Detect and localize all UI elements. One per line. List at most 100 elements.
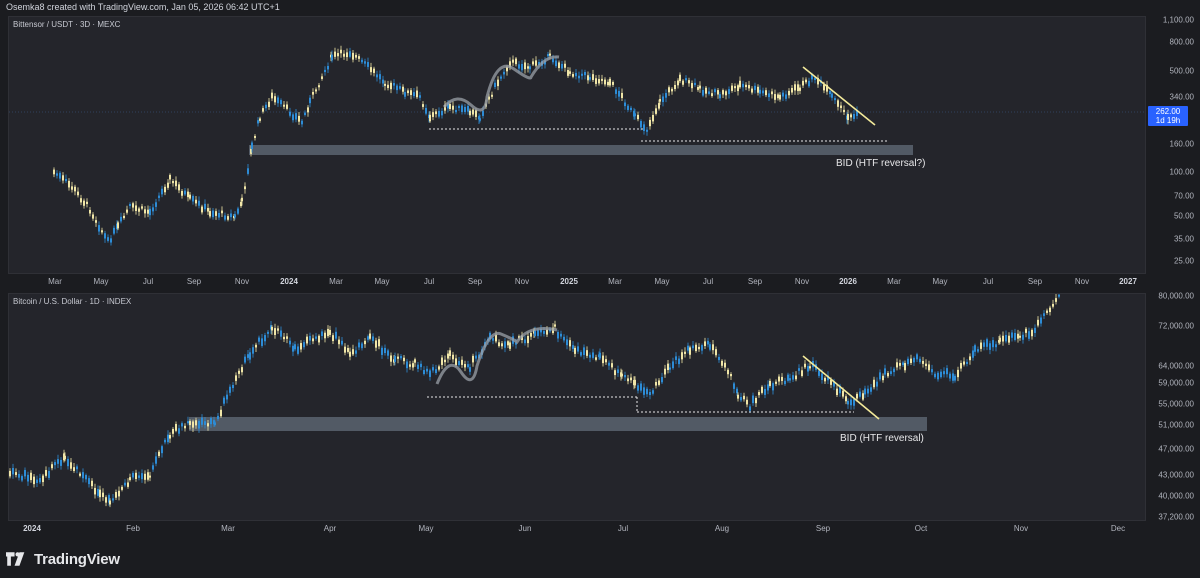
candle-body	[240, 201, 242, 207]
candle-body	[138, 208, 140, 212]
candle-body	[132, 203, 134, 208]
candle-body	[717, 90, 719, 95]
candle-body	[697, 86, 699, 90]
candle-body	[67, 458, 69, 467]
candle-body	[224, 215, 226, 220]
candle-body	[95, 220, 97, 223]
candle-body	[937, 372, 939, 380]
candle-body	[301, 120, 303, 125]
candle-body	[890, 371, 892, 374]
candle-body	[413, 92, 415, 97]
candle-body	[101, 230, 103, 233]
candle-body	[241, 197, 243, 202]
candle-body	[167, 182, 169, 188]
candle-body	[1019, 335, 1021, 338]
price-tick: 55,000.00	[1158, 399, 1194, 409]
candle-body	[1025, 328, 1027, 333]
candle-body	[1043, 313, 1045, 316]
time-tick: Jul	[423, 277, 435, 286]
time-axis-bottom[interactable]: 2024 Feb Mar Apr May Jun Jul Aug Sep Oct Nov Dec	[8, 521, 1144, 537]
chart-pane-btc[interactable]: Bitcoin / U.S. Dollar · 1D · INDEX	[8, 293, 1146, 521]
symbol-label[interactable]: Bittensor / USDT · 3D · MEXC	[13, 20, 121, 29]
candle-body	[902, 362, 904, 366]
candle-body	[1011, 332, 1013, 338]
time-tick: Sep	[467, 277, 483, 286]
candle-body	[823, 84, 825, 91]
candle-body	[609, 78, 611, 86]
price-tick: 37,200.00	[1158, 512, 1194, 522]
chart-pane-tao[interactable]: Bittensor / USDT · 3D · MEXC	[8, 16, 1146, 274]
candle-body	[795, 375, 797, 380]
candle-body	[627, 105, 629, 110]
candle-body	[42, 475, 44, 483]
candle-body	[659, 99, 661, 102]
candle-body	[169, 435, 171, 439]
candle-body	[92, 214, 94, 219]
candle-body	[189, 194, 191, 199]
time-tick: Sep	[1027, 277, 1043, 286]
candle-body	[475, 355, 477, 359]
candle-body	[56, 173, 58, 176]
candle-body	[709, 344, 711, 350]
candle-body	[999, 337, 1001, 342]
symbol-label[interactable]: Bitcoin / U.S. Dollar · 1D · INDEX	[13, 297, 132, 306]
candle-body	[500, 76, 502, 79]
candle-body	[574, 347, 576, 354]
candle-body	[925, 363, 927, 367]
candle-body	[404, 92, 406, 97]
candle-body	[734, 86, 736, 89]
candle-body	[390, 82, 392, 90]
candle-body	[661, 377, 663, 383]
candle-body	[467, 105, 469, 112]
candle-body	[754, 85, 756, 91]
candle-body	[704, 341, 706, 347]
candle-body	[482, 110, 484, 116]
candle-body	[426, 368, 428, 372]
tradingview-brand: TradingView	[34, 550, 120, 568]
candle-body	[507, 341, 509, 346]
candle-body	[578, 75, 580, 79]
candle-body	[692, 345, 694, 349]
candle-body	[423, 370, 425, 375]
candle-body	[123, 215, 125, 219]
candle-body	[355, 54, 357, 58]
candle-body	[321, 331, 323, 337]
candle-body	[960, 362, 962, 369]
candle-body	[252, 347, 254, 354]
candle-body	[552, 58, 554, 63]
price-axis-top[interactable]: 1,100.00 800.00 500.00 340.00 160.00 100.00 70…	[1145, 16, 1200, 272]
candle-body	[679, 74, 681, 82]
candle-body	[655, 381, 657, 386]
candle-body	[60, 459, 62, 466]
candle-body	[711, 93, 713, 97]
candle-body	[946, 368, 948, 375]
candle-body	[599, 352, 601, 359]
candle-body	[472, 109, 474, 115]
candle-body	[97, 488, 99, 496]
candle-body	[862, 393, 864, 400]
candle-body	[856, 393, 858, 399]
candle-body	[105, 497, 107, 503]
candle-body	[617, 369, 619, 373]
candle-body	[400, 356, 402, 359]
candle-body	[980, 342, 982, 349]
candle-body	[768, 93, 770, 98]
candle-body	[501, 343, 503, 347]
candle-body	[70, 462, 72, 469]
candle-body	[802, 80, 804, 86]
price-axis-bottom[interactable]: 80,000.00 72,000.00 64,000.00 59,000.00 55,0…	[1145, 292, 1200, 522]
time-axis-top[interactable]: Mar May Jul Sep Nov 2024 Mar May Jul Sep Nov 2025 Ma…	[8, 274, 1144, 290]
candle-body	[764, 388, 766, 395]
bid-annotation-tao: BID (HTF reversal?)	[836, 158, 926, 169]
candle-body	[289, 340, 291, 345]
time-tick: 2027	[1119, 277, 1137, 286]
last-price-tag: 262.00 1d 19h	[1148, 106, 1188, 126]
candle-body	[376, 74, 378, 78]
candle-body	[685, 78, 687, 81]
candle-body	[649, 119, 651, 127]
candle-body	[943, 371, 945, 375]
candle-body	[262, 108, 264, 112]
candle-body	[152, 465, 154, 470]
candle-body	[749, 406, 751, 411]
candle-body	[847, 114, 849, 121]
